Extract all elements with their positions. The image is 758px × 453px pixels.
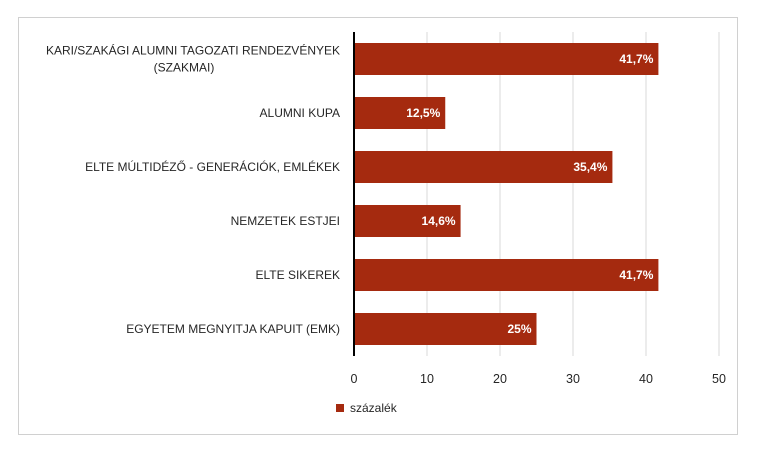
category-label: (SZAKMAI) bbox=[154, 61, 215, 75]
axes: 0 10 20 30 40 50 KARI/SZAKÁGI ALUMNI TAGOZATI … bbox=[46, 32, 726, 386]
category-label: KARI/SZAKÁGI ALUMNI TAGOZATI RENDEZVÉNYE… bbox=[46, 43, 340, 58]
x-tick-label: 0 bbox=[351, 372, 358, 386]
category-label: ALUMNI KUPA bbox=[260, 106, 340, 120]
x-tick-label: 20 bbox=[493, 372, 507, 386]
bar bbox=[354, 43, 659, 75]
legend: százalék bbox=[336, 401, 398, 415]
data-label: 14,6% bbox=[422, 214, 456, 228]
category-label: ELTE MÚLTIDÉZŐ - GENERÁCIÓK, EMLÉKEK bbox=[85, 159, 340, 174]
data-label: 41,7% bbox=[619, 52, 653, 66]
bar bbox=[354, 151, 613, 183]
bar bbox=[354, 313, 537, 345]
bar bbox=[354, 97, 446, 129]
x-tick-label: 50 bbox=[712, 372, 726, 386]
bar bbox=[354, 259, 659, 291]
category-label: ELTE SIKEREK bbox=[256, 268, 340, 282]
bar bbox=[354, 205, 461, 237]
bars: 41,7% 12,5% 35,4% 14,6% 41,7% 25% bbox=[354, 43, 659, 345]
data-label: 41,7% bbox=[619, 268, 653, 282]
x-tick-label: 30 bbox=[566, 372, 580, 386]
data-label: 25% bbox=[507, 322, 531, 336]
category-label: NEMZETEK ESTJEI bbox=[231, 214, 340, 228]
legend-label: százalék bbox=[350, 401, 398, 415]
data-label: 12,5% bbox=[406, 106, 440, 120]
x-tick-label: 10 bbox=[420, 372, 434, 386]
legend-swatch bbox=[336, 404, 344, 412]
category-label: EGYETEM MEGNYITJA KAPUIT (EMK) bbox=[126, 322, 340, 336]
x-tick-label: 40 bbox=[639, 372, 653, 386]
data-label: 35,4% bbox=[573, 160, 607, 174]
gridlines bbox=[426, 32, 720, 356]
